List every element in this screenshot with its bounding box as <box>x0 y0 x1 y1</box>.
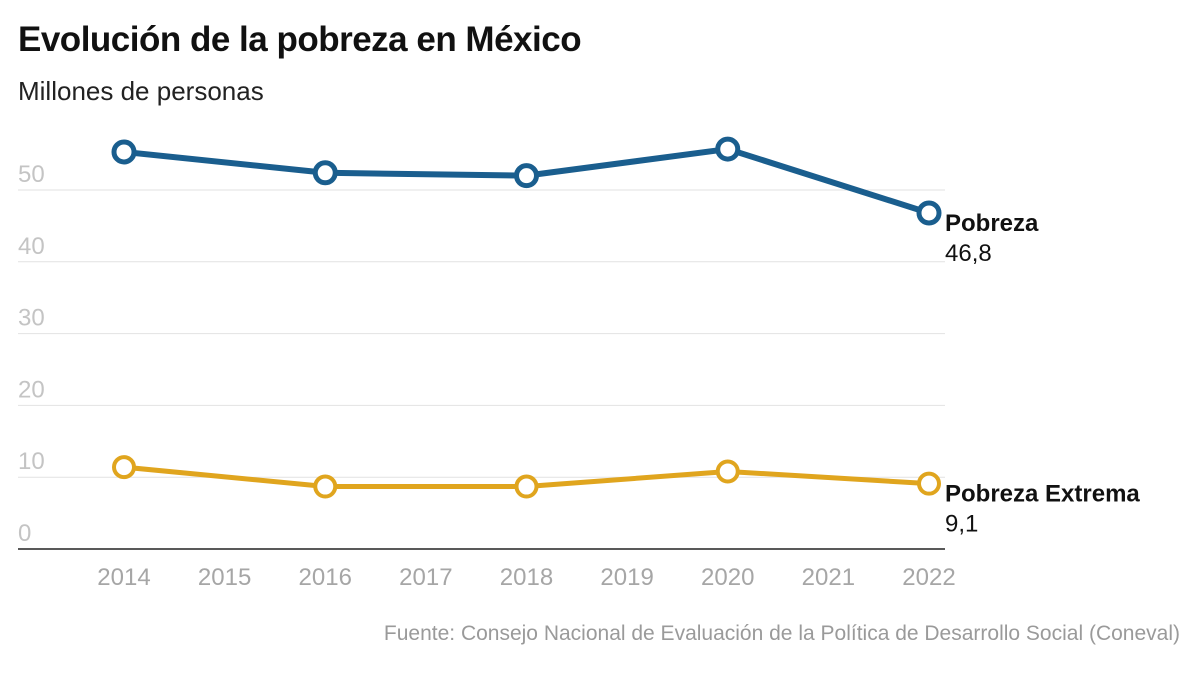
x-axis-ticks: 2014 2015 2016 2017 2018 2019 2020 2021 2022 <box>97 564 955 591</box>
data-point-pobreza <box>916 200 942 226</box>
y-tick-label: 10 <box>18 448 45 475</box>
data-point-pobreza <box>715 136 741 162</box>
y-tick-label: 20 <box>18 376 45 403</box>
end-label-name: Pobreza Extrema <box>945 481 1140 508</box>
x-tick-label: 2022 <box>902 564 955 591</box>
y-tick-label: 50 <box>18 161 45 188</box>
gridlines <box>18 189 945 478</box>
data-point-pobreza-extrema <box>715 459 740 484</box>
end-label-value: 9,1 <box>945 511 978 538</box>
y-tick-label: 30 <box>18 305 45 332</box>
end-labels: Pobreza 46,8 Pobreza Extrema 9,1 <box>945 210 1140 538</box>
end-label-name: Pobreza <box>945 210 1039 237</box>
data-point-pobreza <box>514 163 539 189</box>
x-tick-label: 2018 <box>500 564 553 591</box>
x-tick-label: 2015 <box>198 564 251 591</box>
data-point-pobreza-extrema <box>917 471 941 496</box>
data-point-pobreza-extrema <box>313 474 338 499</box>
chart-subtitle: Millones de personas <box>18 76 264 106</box>
data-point-pobreza-extrema <box>514 474 539 499</box>
x-tick-label: 2017 <box>399 564 452 591</box>
data-point-pobreza-extrema <box>112 455 136 480</box>
x-tick-label: 2014 <box>97 564 150 591</box>
chart-title: Evolución de la pobreza en México <box>18 20 582 59</box>
data-point-pobreza <box>111 139 137 165</box>
y-axis-ticks: 0 10 20 30 40 50 <box>18 161 45 547</box>
y-tick-label: 0 <box>18 520 31 547</box>
data-point-pobreza <box>312 160 338 186</box>
end-label-value: 46,8 <box>945 240 992 267</box>
x-tick-label: 2021 <box>802 564 855 591</box>
source-note: Fuente: Consejo Nacional de Evaluación d… <box>383 622 1180 645</box>
x-tick-label: 2016 <box>299 564 352 591</box>
y-tick-label: 40 <box>18 233 45 260</box>
x-tick-label: 2019 <box>600 564 653 591</box>
x-tick-label: 2020 <box>701 564 754 591</box>
series-group <box>111 136 942 499</box>
